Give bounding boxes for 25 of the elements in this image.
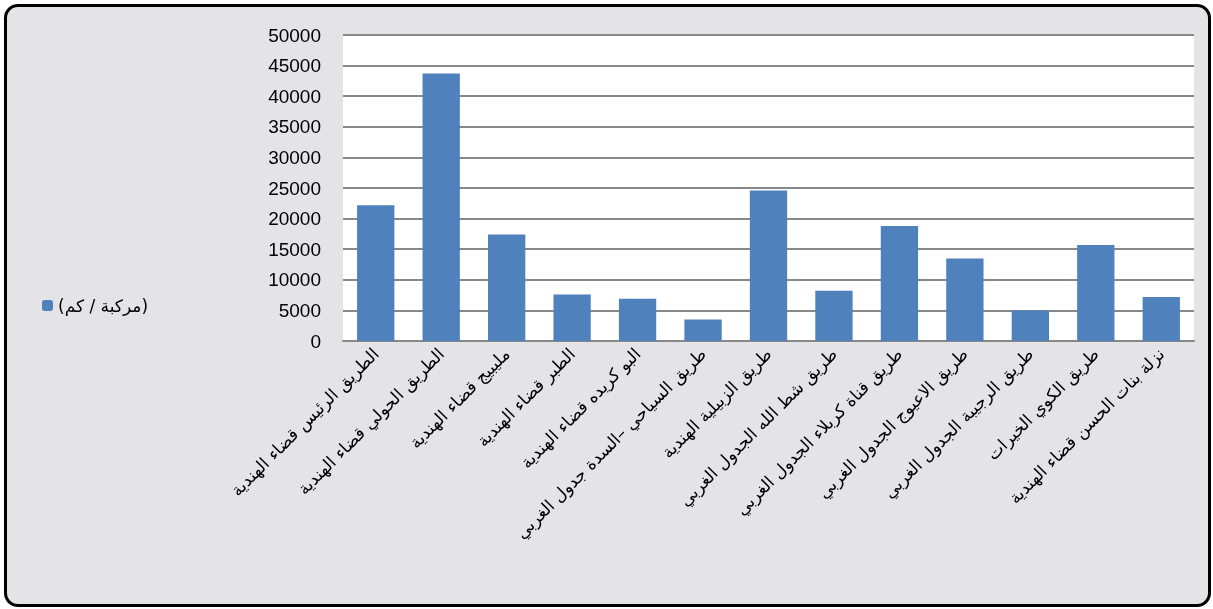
y-tick-label: 35000 xyxy=(268,116,321,138)
bar xyxy=(1011,310,1049,341)
bar xyxy=(880,225,919,341)
bar xyxy=(618,298,657,341)
y-tick-label: 10000 xyxy=(268,269,321,291)
bar xyxy=(1077,244,1115,341)
bar xyxy=(422,73,460,341)
y-tick-label: 45000 xyxy=(268,55,321,77)
bar xyxy=(357,205,395,341)
bar xyxy=(684,319,722,341)
y-tick-label: 30000 xyxy=(268,146,321,168)
y-tick-label: 5000 xyxy=(278,299,321,321)
bar xyxy=(749,190,788,341)
bar xyxy=(553,294,591,341)
bar xyxy=(488,234,526,341)
y-tick-label: 25000 xyxy=(268,177,321,199)
legend-label: (مركبة / كم) xyxy=(58,295,149,317)
bar xyxy=(815,290,853,341)
y-tick-label: 20000 xyxy=(268,208,321,230)
bar xyxy=(946,258,984,341)
y-tick-label: 0 xyxy=(310,330,321,352)
y-tick-label: 15000 xyxy=(268,238,321,260)
bar xyxy=(1142,296,1180,341)
y-tick-label: 50000 xyxy=(268,24,321,46)
y-tick-label: 40000 xyxy=(268,85,321,107)
